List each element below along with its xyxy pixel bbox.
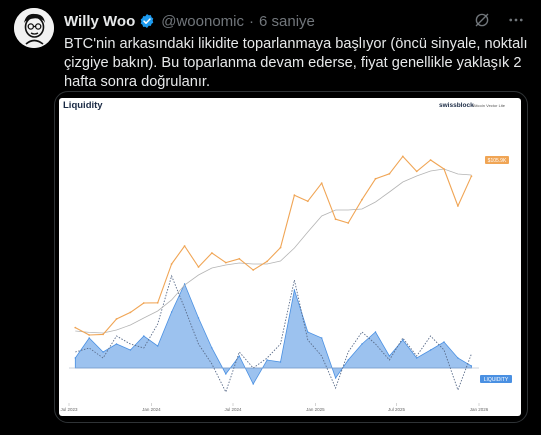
tweet-text-line: çizgiye bakın). Bu toparlanma devam eder… <box>64 55 522 71</box>
liquidity-point <box>252 383 254 385</box>
liquidity-point <box>307 331 309 333</box>
grok-icon[interactable] <box>473 11 491 29</box>
x-tick-label: Jul 2024 <box>224 407 242 412</box>
tweet-text-line: BTC'nin arkasındaki likidite toparlanmay… <box>64 36 528 52</box>
liquidity-point <box>225 373 227 375</box>
liquidity-leading-signal-line <box>75 274 472 394</box>
liquidity-point <box>347 359 349 361</box>
liquidity-point <box>183 283 186 285</box>
price-point <box>401 155 404 158</box>
chart-brand: swissblock <box>439 102 474 109</box>
price-point <box>266 260 268 263</box>
price-trend-line <box>75 168 472 334</box>
liquidity-point <box>470 365 473 367</box>
price-point <box>388 172 391 175</box>
price-point <box>142 302 145 304</box>
liquidity-point <box>334 377 337 379</box>
liquidity-point <box>457 357 459 359</box>
separator-dot: · <box>249 12 255 30</box>
liquidity-point <box>361 343 363 345</box>
price-point <box>74 326 77 329</box>
price-point <box>361 198 363 201</box>
liquidity-point <box>293 289 296 291</box>
x-tick-label: Jan 2026 <box>470 407 489 412</box>
avatar[interactable] <box>14 8 54 48</box>
post-timestamp[interactable]: 6 saniye <box>259 12 315 30</box>
tweet-text-line: hafta sonra doğrulanır. <box>64 74 211 90</box>
liquidity-area <box>74 282 472 385</box>
author-name[interactable]: Willy Woo <box>64 12 136 30</box>
tweet-text: BTC'nin arkasındaki likidite toparlanmay… <box>64 35 528 92</box>
liquidity-point <box>238 355 240 357</box>
price-point <box>429 159 432 161</box>
x-tick-label: Jan 2024 <box>142 407 161 412</box>
price-badge: $105.9K <box>485 156 509 164</box>
liquidity-chart: Liquidity swissblock Bitcoin Vector Lite… <box>60 100 512 412</box>
price-point <box>320 182 323 185</box>
x-tick-label: Jul 2023 <box>60 407 78 412</box>
liquidity-point <box>102 351 104 353</box>
price-point <box>470 175 473 178</box>
price-point <box>293 194 296 197</box>
price-point <box>197 266 200 268</box>
price-point <box>183 245 186 247</box>
price-point <box>347 222 350 224</box>
chart-title: Liquidity <box>63 100 103 111</box>
x-axis: Jul 2023 Jan 2024 Jul 2024 Jan 2025 Jul 2025… <box>60 403 489 412</box>
price-point <box>211 252 213 254</box>
liquidity-point <box>143 335 145 337</box>
liquidity-point <box>321 337 323 339</box>
price-line <box>75 155 472 336</box>
price-badge-label: $105.9K <box>488 158 507 164</box>
liquidity-point <box>443 341 445 343</box>
avatar-portrait-icon <box>14 8 54 48</box>
liquidity-point <box>129 349 132 351</box>
liquidity-point <box>115 343 118 345</box>
tweet-header: Willy Woo @woonomic · 6 saniye <box>64 11 525 31</box>
price-point <box>374 177 377 180</box>
price-point <box>334 218 337 221</box>
chart-brand-sub: Bitcoin Vector Lite <box>473 103 506 108</box>
liquidity-point <box>170 311 173 313</box>
price-point <box>238 257 241 260</box>
price-point <box>279 246 282 249</box>
liquidity-point <box>374 331 377 333</box>
price-point <box>102 333 104 336</box>
liquidity-point <box>429 349 432 351</box>
price-point <box>252 269 255 271</box>
liquidity-point <box>266 359 268 361</box>
liquidity-point <box>211 347 213 349</box>
author-handle[interactable]: @woonomic <box>161 12 245 30</box>
liquidity-point <box>88 337 90 339</box>
x-tick-label: Jul 2025 <box>388 407 406 412</box>
liquidity-point <box>197 317 200 319</box>
price-point <box>115 318 118 320</box>
price-point <box>129 311 132 314</box>
liquidity-point <box>416 357 418 359</box>
price-point <box>170 263 173 265</box>
header-actions <box>473 11 525 29</box>
price-point <box>306 200 309 203</box>
price-point <box>415 170 418 173</box>
chart-plot <box>69 155 479 394</box>
liquidity-badge-label: LIQUIDITY <box>484 377 509 383</box>
liquidity-point <box>279 361 282 363</box>
price-point <box>457 205 459 207</box>
liquidity-badge: LIQUIDITY <box>480 375 512 383</box>
price-point <box>156 301 159 304</box>
more-icon[interactable] <box>507 11 525 29</box>
verified-badge-icon[interactable] <box>139 13 155 29</box>
price-point <box>88 334 91 336</box>
liquidity-point <box>388 355 391 357</box>
price-point <box>224 261 227 264</box>
chart-card: Liquidity swissblock Bitcoin Vector Lite… <box>59 98 521 416</box>
tweet-media[interactable]: Liquidity swissblock Bitcoin Vector Lite… <box>54 91 528 423</box>
price-point <box>443 168 445 170</box>
x-tick-label: Jan 2025 <box>306 407 325 412</box>
liquidity-point <box>74 357 76 359</box>
liquidity-point <box>157 345 159 347</box>
liquidity-point <box>402 339 404 341</box>
